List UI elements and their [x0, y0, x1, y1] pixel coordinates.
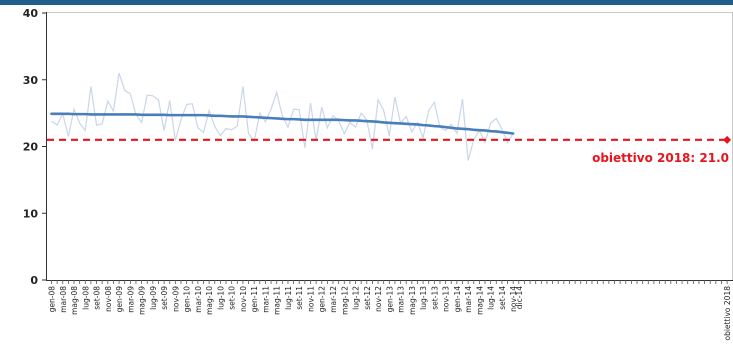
- x-tick-label: lug-10: [216, 286, 225, 310]
- x-tick-label: dic-14: [515, 286, 524, 309]
- x-tick-label: gen-09: [115, 286, 124, 313]
- x-tick-label: mar-10: [194, 286, 203, 313]
- x-tick-label: mar-14: [464, 286, 473, 313]
- x-tick-label: set-11: [295, 286, 304, 310]
- x-tick-label: lug-08: [81, 286, 90, 310]
- y-tick-label: 40: [23, 7, 39, 20]
- x-tick-label: mag-08: [70, 286, 79, 315]
- x-tick-label: gen-10: [183, 286, 192, 313]
- x-tick-label: gen-08: [48, 286, 57, 313]
- y-tick-label: 0: [30, 274, 38, 287]
- x-tick-label: lug-09: [149, 286, 158, 310]
- x-tick-label: lug-12: [352, 286, 361, 310]
- x-tick-label: set-14: [498, 286, 507, 310]
- x-tick-label: gen-11: [250, 286, 259, 313]
- x-tick-label: set-09: [160, 286, 169, 310]
- x-tick-label: gen-14: [453, 286, 462, 313]
- x-tick-label: mar-12: [329, 286, 338, 313]
- target-annotation: obiettivo 2018: 21.0: [592, 151, 729, 165]
- x-tick-label: mag-11: [273, 286, 282, 315]
- x-tick-label: nov-11: [306, 286, 315, 312]
- x-tick-label: nov-09: [171, 286, 180, 312]
- y-tick-label: 30: [23, 74, 39, 87]
- x-tick-label: gen-13: [385, 286, 394, 313]
- x-tick-label: mar-13: [397, 286, 406, 313]
- x-tick-label: mar-08: [59, 286, 68, 313]
- header-bar: [0, 0, 733, 5]
- x-tick-label: nov-13: [442, 286, 451, 312]
- x-tick-label: mag-09: [138, 286, 147, 315]
- x-tick-label: set-13: [430, 286, 439, 310]
- x-tick-label: mag-13: [408, 286, 417, 315]
- x-tick-label: set-08: [93, 286, 102, 310]
- x-tick-label: mag-12: [340, 286, 349, 315]
- x-tick-label: mag-10: [205, 286, 214, 315]
- x-tick-label: mar-11: [261, 286, 270, 313]
- x-tick-label: set-10: [228, 286, 237, 310]
- x-tick-label: gen-12: [318, 286, 327, 313]
- x-tick-label: set-12: [363, 286, 372, 310]
- x-tick-label: lug-14: [487, 286, 496, 310]
- x-tick-label: lug-11: [284, 286, 293, 310]
- x-tick-label: nov-08: [104, 286, 113, 312]
- plot-area-border: [46, 12, 733, 281]
- x-tick-label: mag-14: [475, 286, 484, 315]
- x-tick-label: lug-13: [419, 286, 428, 310]
- x-tick-label: mar-09: [126, 286, 135, 313]
- x-tick-label: nov-10: [239, 286, 248, 312]
- target-marker: [723, 135, 732, 144]
- series-line-monthly: [51, 72, 514, 161]
- x-tick-label-target: obiettivo 2018: [723, 286, 732, 341]
- x-tick-label: nov-14: [509, 286, 518, 312]
- y-tick-label: 10: [23, 207, 39, 220]
- y-tick-label: 20: [23, 141, 39, 154]
- series-line-trend: [50, 112, 515, 135]
- x-tick-label: nov-12: [374, 286, 383, 312]
